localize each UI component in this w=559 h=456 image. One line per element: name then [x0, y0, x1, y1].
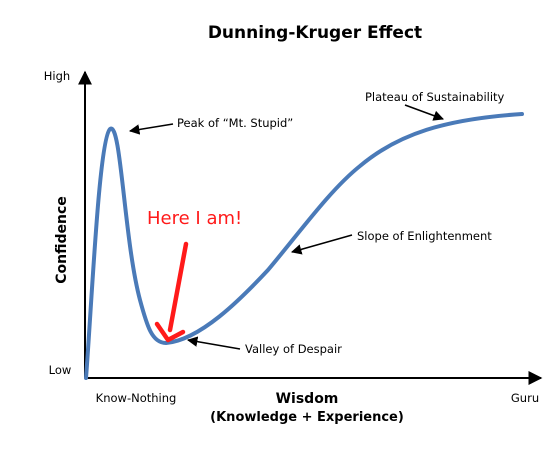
- annotation-valley: Valley of Despair: [245, 342, 342, 356]
- annotation-slope: Slope of Enlightenment: [357, 229, 492, 243]
- callout-arrow-head: [154, 321, 186, 343]
- arrow-plateau: [404, 104, 444, 121]
- dunning-kruger-curve: [84, 112, 524, 380]
- x-axis-subtitle: (Knowledge + Experience): [210, 410, 404, 425]
- annotation-peak: Peak of “Mt. Stupid”: [177, 116, 293, 130]
- arrow-valley: [186, 336, 241, 350]
- y-axis-high-label: High: [44, 69, 70, 83]
- diagram-title: Dunning-Kruger Effect: [208, 23, 422, 43]
- y-axis-title: Confidence: [54, 196, 70, 284]
- x-axis-title: Wisdom: [276, 391, 339, 407]
- annotation-plateau: Plateau of Sustainability: [365, 90, 505, 104]
- x-axis-end-label: Guru: [511, 391, 539, 405]
- x-axis-start-label: Know-Nothing: [96, 391, 177, 405]
- callout-here-i-am: Here I am!: [147, 208, 242, 229]
- arrow-peak: [128, 123, 174, 135]
- arrow-slope: [290, 234, 353, 255]
- callout-arrow-shaft: [167, 241, 189, 333]
- y-axis-low-label: Low: [49, 363, 72, 377]
